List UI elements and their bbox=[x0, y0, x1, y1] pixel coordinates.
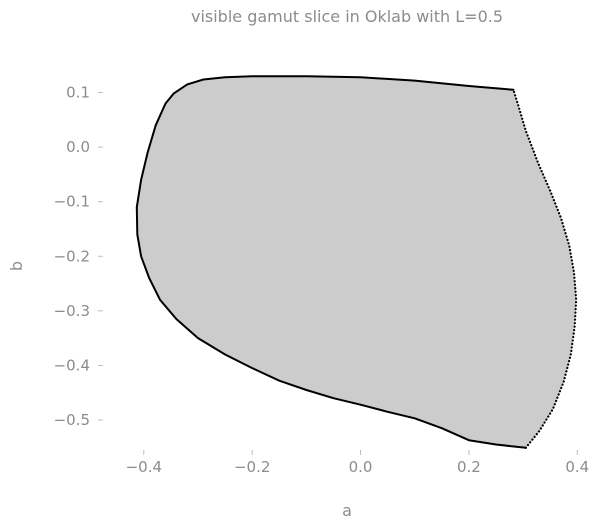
y-tick-label: −0.3 bbox=[54, 302, 90, 320]
y-axis: 0.1 0.0 −0.1 −0.2 −0.3 −0.4 −0.5 bbox=[54, 84, 103, 429]
y-tick-label: −0.4 bbox=[54, 356, 90, 374]
y-tick-label: 0.1 bbox=[66, 84, 90, 102]
y-axis-label: b bbox=[7, 261, 26, 271]
plot-area bbox=[135, 75, 578, 449]
gamut-region bbox=[136, 76, 577, 448]
x-axis: −0.4 −0.2 0.0 0.2 0.4 bbox=[126, 450, 589, 476]
chart-title: visible gamut slice in Oklab with L=0.5 bbox=[191, 7, 503, 26]
x-tick-label: 0.4 bbox=[565, 458, 589, 476]
y-tick-label: −0.2 bbox=[54, 247, 90, 265]
x-tick-label: 0.2 bbox=[457, 458, 481, 476]
gamut-boundary-solid bbox=[135, 75, 527, 449]
x-axis-label: a bbox=[342, 501, 352, 520]
x-tick-label: 0.0 bbox=[349, 458, 373, 476]
gamut-boundary-dotted bbox=[512, 88, 578, 449]
y-tick-label: −0.1 bbox=[54, 193, 90, 211]
y-tick-label: −0.5 bbox=[54, 411, 90, 429]
x-tick-label: −0.2 bbox=[234, 458, 270, 476]
y-tick-label: 0.0 bbox=[66, 138, 90, 156]
x-tick-label: −0.4 bbox=[126, 458, 162, 476]
